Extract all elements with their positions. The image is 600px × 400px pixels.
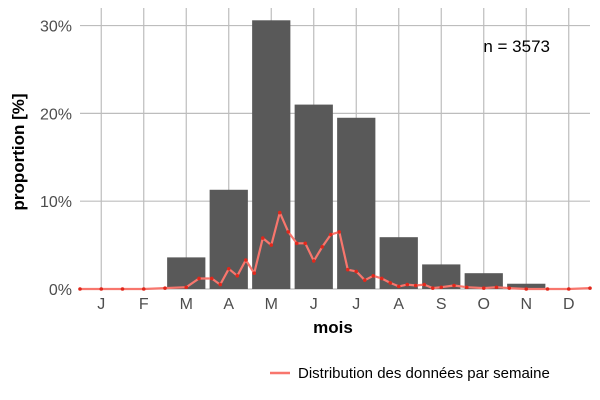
series-point-5 bbox=[184, 285, 189, 290]
bar-2 bbox=[167, 257, 206, 289]
bar-6 bbox=[337, 117, 376, 289]
series-point-20 bbox=[320, 245, 325, 249]
series-point-4 bbox=[163, 286, 167, 290]
x-tick-label-3: A bbox=[223, 296, 234, 313]
series-point-2 bbox=[120, 287, 125, 291]
legend-label: Distribution des données par semaine bbox=[298, 365, 550, 382]
x-tick-label-6: J bbox=[352, 296, 360, 313]
series-point-15 bbox=[277, 210, 282, 215]
series-point-8 bbox=[218, 282, 223, 287]
series-point-24 bbox=[354, 269, 359, 274]
y-tick-label-3: 30% bbox=[40, 19, 72, 36]
x-tick-label-10: N bbox=[520, 296, 532, 313]
series-point-16 bbox=[286, 230, 291, 234]
series-point-42 bbox=[566, 287, 571, 291]
y-tick-label-0: 0% bbox=[49, 282, 72, 299]
x-tick-label-2: M bbox=[180, 296, 193, 313]
series-point-3 bbox=[141, 287, 146, 291]
series-point-31 bbox=[413, 283, 418, 288]
bars bbox=[167, 20, 546, 289]
x-tick-label-1: F bbox=[139, 296, 149, 313]
series-point-6 bbox=[197, 276, 201, 281]
y-tick-label-1: 10% bbox=[40, 194, 72, 211]
series-point-40 bbox=[524, 287, 529, 291]
series-point-11 bbox=[243, 258, 248, 262]
series-point-26 bbox=[371, 274, 376, 278]
series-point-41 bbox=[545, 287, 550, 291]
series-point-14 bbox=[269, 243, 274, 247]
series-point-17 bbox=[294, 241, 299, 246]
series-point-1 bbox=[99, 287, 104, 291]
series-point-12 bbox=[252, 271, 257, 275]
x-tick-label-9: O bbox=[478, 296, 490, 313]
x-tick-label-8: S bbox=[436, 296, 447, 313]
y-tick-labels: 0% 10% 20% 30% bbox=[40, 19, 72, 299]
series-point-29 bbox=[396, 284, 401, 289]
x-tick-label-11: D bbox=[563, 296, 575, 313]
bar-4 bbox=[252, 20, 291, 289]
sample-size-annotation: n = 3573 bbox=[483, 37, 550, 56]
series-point-22 bbox=[337, 230, 342, 234]
series-point-0 bbox=[78, 287, 82, 291]
grid bbox=[80, 8, 590, 290]
bar-5 bbox=[294, 104, 333, 289]
series-point-32 bbox=[422, 282, 427, 287]
bar-3 bbox=[209, 189, 248, 289]
x-tick-label-4: M bbox=[265, 296, 278, 313]
y-tick-label-2: 20% bbox=[40, 106, 72, 123]
series-point-43 bbox=[588, 286, 592, 290]
series-point-25 bbox=[362, 278, 367, 283]
series-point-36 bbox=[464, 285, 469, 290]
series-point-19 bbox=[311, 259, 316, 263]
series-point-37 bbox=[481, 286, 486, 290]
bar-9 bbox=[464, 273, 503, 289]
x-tick-label-5: J bbox=[310, 296, 318, 313]
x-tick-label-7: A bbox=[393, 296, 404, 313]
x-axis-title: mois bbox=[313, 318, 353, 337]
series-line bbox=[80, 211, 591, 291]
series-point-34 bbox=[439, 285, 444, 290]
series-point-39 bbox=[507, 286, 512, 290]
series-point-30 bbox=[405, 282, 410, 287]
weekly-series bbox=[78, 210, 592, 291]
series-point-13 bbox=[260, 236, 265, 240]
series-point-7 bbox=[209, 276, 214, 281]
series-point-18 bbox=[303, 241, 308, 246]
series-point-9 bbox=[226, 267, 231, 271]
series-point-23 bbox=[345, 267, 350, 272]
series-point-21 bbox=[328, 232, 333, 237]
legend: Distribution des données par semaine bbox=[270, 365, 550, 382]
x-tick-label-0: J bbox=[97, 296, 105, 313]
y-axis-title: proportion [%] bbox=[9, 93, 28, 210]
series-point-28 bbox=[388, 281, 393, 285]
series-point-27 bbox=[379, 276, 384, 281]
bar-10 bbox=[507, 283, 546, 289]
series-point-35 bbox=[452, 283, 456, 288]
series-point-33 bbox=[430, 286, 435, 290]
series-point-38 bbox=[494, 285, 499, 290]
series-point-10 bbox=[235, 274, 240, 278]
